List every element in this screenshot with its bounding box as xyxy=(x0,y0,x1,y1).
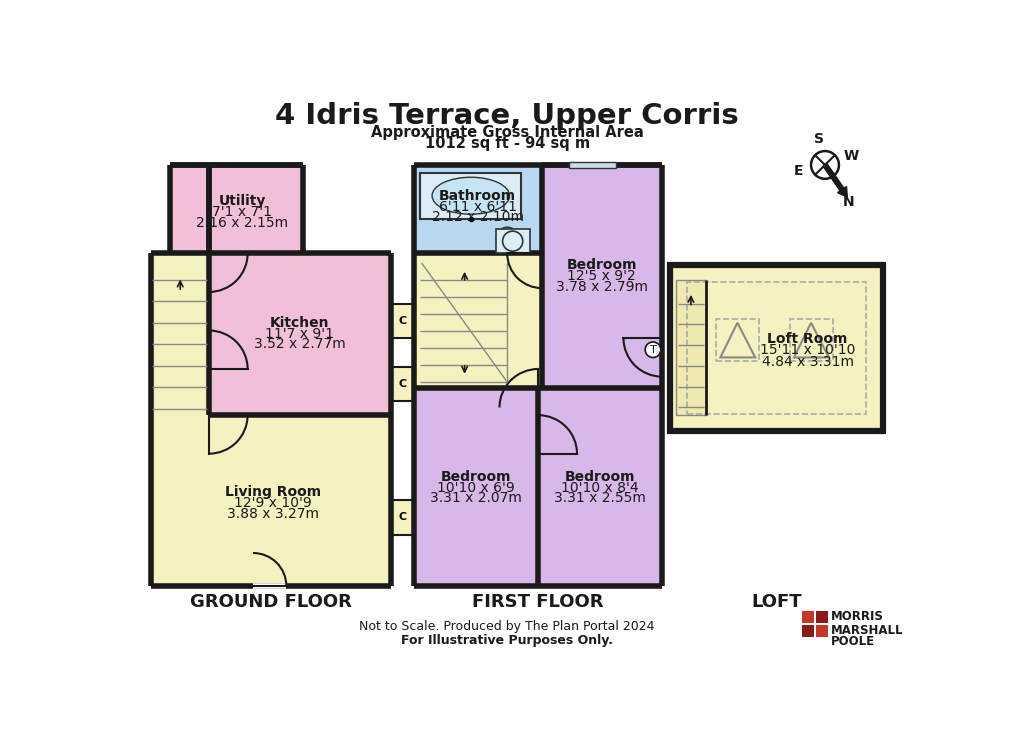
Bar xyxy=(209,253,390,415)
Bar xyxy=(790,319,832,361)
Text: Bedroom: Bedroom xyxy=(566,258,637,272)
Bar xyxy=(541,165,661,388)
Text: Bedroom: Bedroom xyxy=(440,470,511,484)
Bar xyxy=(414,388,538,586)
Bar xyxy=(815,611,827,623)
Bar xyxy=(390,304,414,338)
Text: MARSHALL: MARSHALL xyxy=(830,624,903,637)
Bar xyxy=(390,500,414,535)
Text: POOLE: POOLE xyxy=(830,635,874,648)
Text: C: C xyxy=(398,512,407,522)
Text: Living Room: Living Room xyxy=(225,485,321,499)
Bar xyxy=(495,229,530,253)
Text: 3.78 x 2.79m: 3.78 x 2.79m xyxy=(555,280,647,293)
FancyArrow shape xyxy=(822,164,847,197)
Text: 12'5 x 9'2: 12'5 x 9'2 xyxy=(567,268,636,283)
Text: 1012 sq ft - 94 sq m: 1012 sq ft - 94 sq m xyxy=(424,136,589,151)
Text: E: E xyxy=(793,164,803,178)
Bar xyxy=(801,625,813,637)
Text: Not to Scale. Produced by The Plan Portal 2024: Not to Scale. Produced by The Plan Porta… xyxy=(359,620,654,633)
Bar xyxy=(170,165,303,253)
Bar xyxy=(420,173,521,219)
Bar xyxy=(676,280,705,415)
Text: 4.84 x 3.31m: 4.84 x 3.31m xyxy=(761,355,853,368)
Text: 3.88 x 3.27m: 3.88 x 3.27m xyxy=(227,507,319,520)
Text: T: T xyxy=(649,344,655,355)
Text: Bathroom: Bathroom xyxy=(439,189,516,203)
Text: 7'1 x 7'1: 7'1 x 7'1 xyxy=(212,205,272,219)
Bar xyxy=(569,162,615,168)
Text: C: C xyxy=(398,316,407,326)
Text: 4 Idris Terrace, Upper Corris: 4 Idris Terrace, Upper Corris xyxy=(275,102,739,130)
Text: 3.31 x 2.55m: 3.31 x 2.55m xyxy=(553,491,646,505)
Text: FIRST FLOOR: FIRST FLOOR xyxy=(472,593,603,611)
Text: 11'7 x 9'1: 11'7 x 9'1 xyxy=(265,326,334,341)
Text: 10'10 x 6'9: 10'10 x 6'9 xyxy=(437,481,515,495)
Ellipse shape xyxy=(432,177,510,214)
Text: LOFT: LOFT xyxy=(751,593,802,611)
Text: 6'11 x 6'11: 6'11 x 6'11 xyxy=(438,199,517,214)
Text: 12'9 x 10'9: 12'9 x 10'9 xyxy=(234,496,312,510)
Text: C: C xyxy=(398,379,407,389)
Text: 2.16 x 2.15m: 2.16 x 2.15m xyxy=(196,216,288,229)
Text: Loft Room: Loft Room xyxy=(766,332,847,346)
Text: W: W xyxy=(843,149,858,162)
Bar xyxy=(815,625,827,637)
Bar xyxy=(151,415,390,586)
Text: 3.31 x 2.07m: 3.31 x 2.07m xyxy=(430,491,522,505)
Bar xyxy=(687,282,865,414)
Text: Utility: Utility xyxy=(218,194,266,208)
Text: Kitchen: Kitchen xyxy=(270,316,329,330)
Text: 3.52 x 2.77m: 3.52 x 2.77m xyxy=(254,338,345,351)
Bar xyxy=(414,253,541,388)
Bar xyxy=(151,253,209,415)
Circle shape xyxy=(496,227,518,249)
Bar xyxy=(801,611,813,623)
Text: GROUND FLOOR: GROUND FLOOR xyxy=(190,593,352,611)
Text: 15'11 x 10'10: 15'11 x 10'10 xyxy=(759,343,854,357)
Circle shape xyxy=(502,231,523,251)
Text: S: S xyxy=(813,132,823,146)
Text: Bedroom: Bedroom xyxy=(565,470,635,484)
Circle shape xyxy=(810,151,839,179)
Text: 10'10 x 8'4: 10'10 x 8'4 xyxy=(560,481,639,495)
Text: For Illustrative Purposes Only.: For Illustrative Purposes Only. xyxy=(400,633,612,647)
Bar xyxy=(390,367,414,402)
Bar xyxy=(669,265,882,431)
Bar xyxy=(538,388,661,586)
Text: N: N xyxy=(842,195,853,209)
Text: 2.12 x 2.10m: 2.12 x 2.10m xyxy=(431,211,524,224)
Text: MORRIS: MORRIS xyxy=(830,610,883,623)
Text: Approximate Gross Internal Area: Approximate Gross Internal Area xyxy=(371,125,643,140)
Bar xyxy=(715,319,758,361)
Bar xyxy=(414,165,541,253)
